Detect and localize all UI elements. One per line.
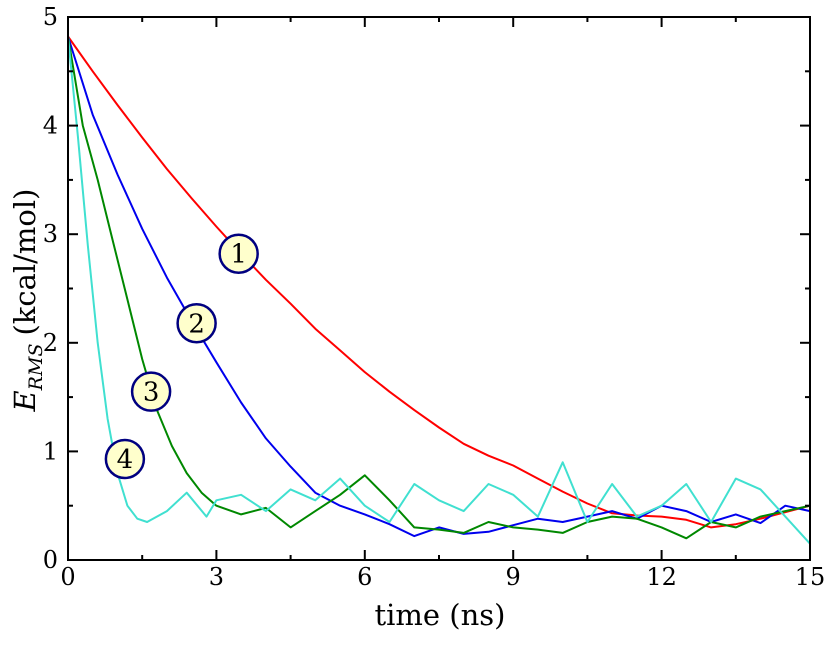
series-badge-label-4: 4 — [117, 445, 134, 475]
y-tick-label: 5 — [43, 3, 58, 31]
series-line-1 — [67, 35, 811, 529]
plot-lines — [67, 35, 811, 545]
plot-frame — [67, 16, 811, 561]
series-badge-3 — [130, 371, 172, 412]
x-tick-label: 12 — [646, 563, 677, 591]
series-badge-label-2: 2 — [188, 309, 205, 339]
x-axis-title: time (ns) — [375, 598, 506, 632]
x-tick-label: 0 — [60, 563, 75, 591]
series-badge-label-3: 3 — [143, 378, 160, 408]
axis-ticks — [67, 16, 811, 561]
y-tick-label: 2 — [43, 329, 58, 357]
series-badge-2 — [176, 303, 217, 344]
y-axis-title: ERMS (kcal/mol) — [8, 189, 47, 413]
x-tick-label: 3 — [209, 563, 224, 591]
series-badge-1 — [218, 233, 259, 274]
series-line-3 — [67, 36, 811, 540]
y-tick-label: 1 — [43, 437, 58, 465]
y-axis-title-subscript: RMS — [25, 344, 47, 392]
y-axis-title-units: (kcal/mol) — [8, 189, 42, 336]
y-tick-label: 3 — [43, 220, 58, 248]
series-badges: 1 2 3 4 — [104, 233, 259, 480]
x-tick-label: 6 — [357, 563, 372, 591]
y-tick-label: 4 — [43, 112, 58, 140]
series-line-4 — [67, 36, 811, 545]
y-axis-title-symbol: E — [8, 390, 42, 412]
x-tick-label: 9 — [506, 563, 521, 591]
y-tick-label: 0 — [43, 546, 58, 574]
series-badge-4 — [104, 438, 146, 480]
x-tick-label: 15 — [795, 563, 826, 591]
series-badge-label-1: 1 — [230, 240, 247, 270]
